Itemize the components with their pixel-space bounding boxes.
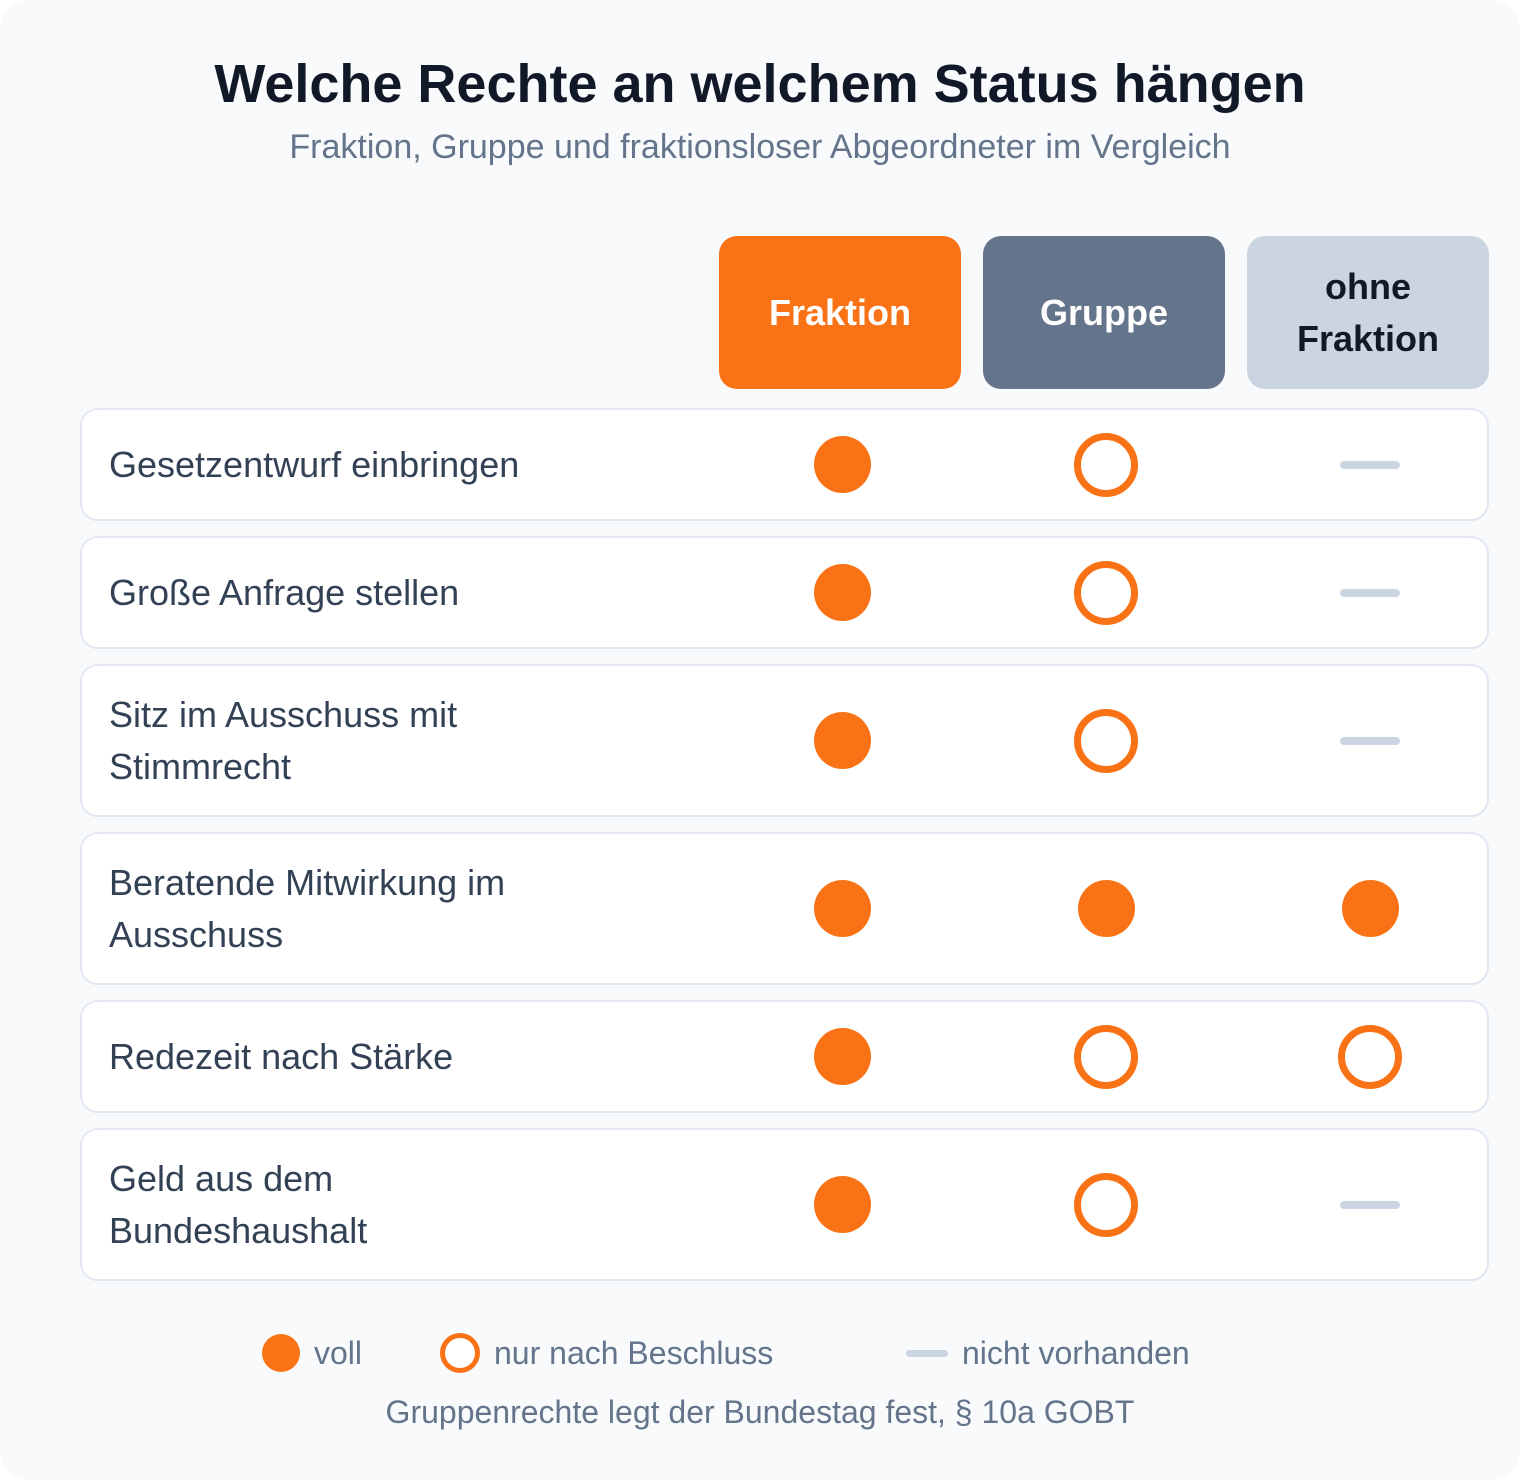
- status-ring-icon: [1074, 432, 1138, 497]
- status-dash-icon: [1338, 709, 1402, 773]
- legend-item-full: voll: [262, 1330, 362, 1376]
- legend-full-label: voll: [314, 1334, 363, 1371]
- status-full-circle-icon: [810, 561, 874, 625]
- status-full-circle-icon: [810, 877, 874, 941]
- column-header-fraktion: Fraktion: [719, 236, 961, 389]
- row-label: Redezeit nach Stärke: [109, 1035, 454, 1077]
- column-header-ohne-fraktion-label: ohne Fraktion: [1296, 265, 1439, 359]
- status-full-circle-icon: [810, 1173, 874, 1237]
- table-row: Sitz im Ausschuss mit Stimmrecht: [80, 664, 1489, 817]
- status-ring-icon: [1338, 1024, 1402, 1089]
- status-dash-icon: [1338, 433, 1402, 497]
- status-full-circle-icon: [810, 1025, 874, 1089]
- legend-none-label: nicht vorhanden: [962, 1334, 1190, 1371]
- page-subtitle: Fraktion, Gruppe und fraktionsloser Abge…: [289, 128, 1231, 166]
- legend-ring-icon: [440, 1333, 480, 1373]
- status-full-circle-icon: [1074, 877, 1138, 941]
- legend-full-circle-icon: [262, 1334, 300, 1372]
- legend-conditional-label: nur nach Beschluss: [494, 1334, 774, 1371]
- status-full-circle-icon: [1338, 877, 1402, 941]
- status-full-circle-icon: [810, 433, 874, 497]
- status-ring-icon: [1074, 1172, 1138, 1237]
- row-label: Große Anfrage stellen: [109, 571, 460, 613]
- page-title: Welche Rechte an welchem Status hängen: [214, 54, 1306, 114]
- row-label: Geld aus dem Bundeshaushalt: [109, 1157, 368, 1251]
- status-ring-icon: [1074, 708, 1138, 773]
- column-header-gruppe: Gruppe: [983, 236, 1225, 389]
- table-row: Geld aus dem Bundeshaushalt: [80, 1128, 1489, 1281]
- legend-item-none: nicht vorhanden: [906, 1330, 1190, 1376]
- legend-dash-icon: [906, 1349, 948, 1357]
- status-full-circle-icon: [810, 709, 874, 773]
- row-label: Beratende Mitwirkung im Ausschuss: [109, 861, 506, 955]
- table-row: Beratende Mitwirkung im Ausschuss: [80, 832, 1489, 985]
- legend-item-conditional: nur nach Beschluss: [440, 1330, 773, 1376]
- status-dash-icon: [1338, 1173, 1402, 1237]
- table-row: Gesetzentwurf einbringen: [80, 408, 1489, 521]
- status-ring-icon: [1074, 1024, 1138, 1089]
- status-dash-icon: [1338, 561, 1402, 625]
- footnote: Gruppenrechte legt der Bundestag fest, §…: [385, 1394, 1135, 1430]
- status-ring-icon: [1074, 560, 1138, 625]
- table-row: Redezeit nach Stärke: [80, 1000, 1489, 1113]
- column-header-ohne-fraktion: ohne Fraktion: [1247, 236, 1489, 389]
- table-row: Große Anfrage stellen: [80, 536, 1489, 649]
- row-label: Gesetzentwurf einbringen: [109, 443, 520, 485]
- row-label: Sitz im Ausschuss mit Stimmrecht: [109, 693, 458, 787]
